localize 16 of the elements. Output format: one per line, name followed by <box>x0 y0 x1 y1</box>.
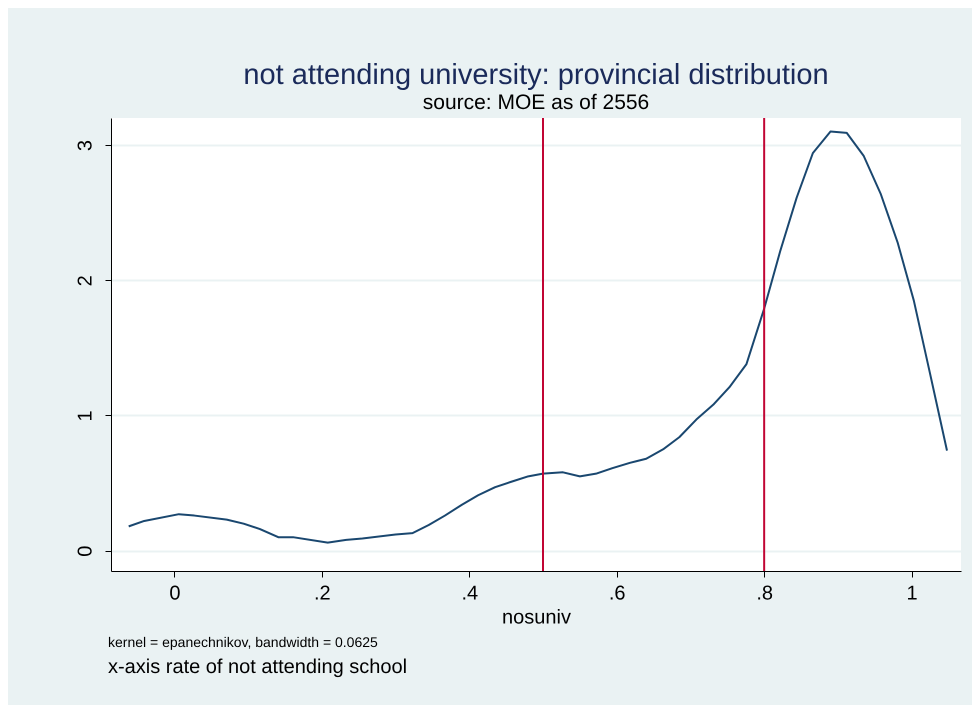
x-tick-label: 1 <box>906 582 918 604</box>
y-tick-label: 2 <box>74 275 96 286</box>
y-tick-label: 0 <box>74 546 96 557</box>
y-tick-label: 1 <box>74 410 96 422</box>
x-tick-label: .8 <box>756 582 774 604</box>
line-series <box>128 130 948 544</box>
chart-subtitle: source: MOE as of 2556 <box>422 91 650 114</box>
x-tick-label: 0 <box>169 582 180 604</box>
x-axis-title: nosuniv <box>502 606 571 628</box>
x-tick-label: .2 <box>314 582 331 604</box>
text: kernel = epanechnikov, bandwidth = 0.0625 <box>108 634 379 650</box>
y-tick-label: 3 <box>74 140 96 152</box>
chart-title: not attending university: provincial distribution <box>243 59 829 91</box>
text: x-axis rate of not attending school <box>108 656 408 679</box>
x-tick-label: .6 <box>608 582 626 604</box>
x-tick-label: .4 <box>461 582 478 604</box>
